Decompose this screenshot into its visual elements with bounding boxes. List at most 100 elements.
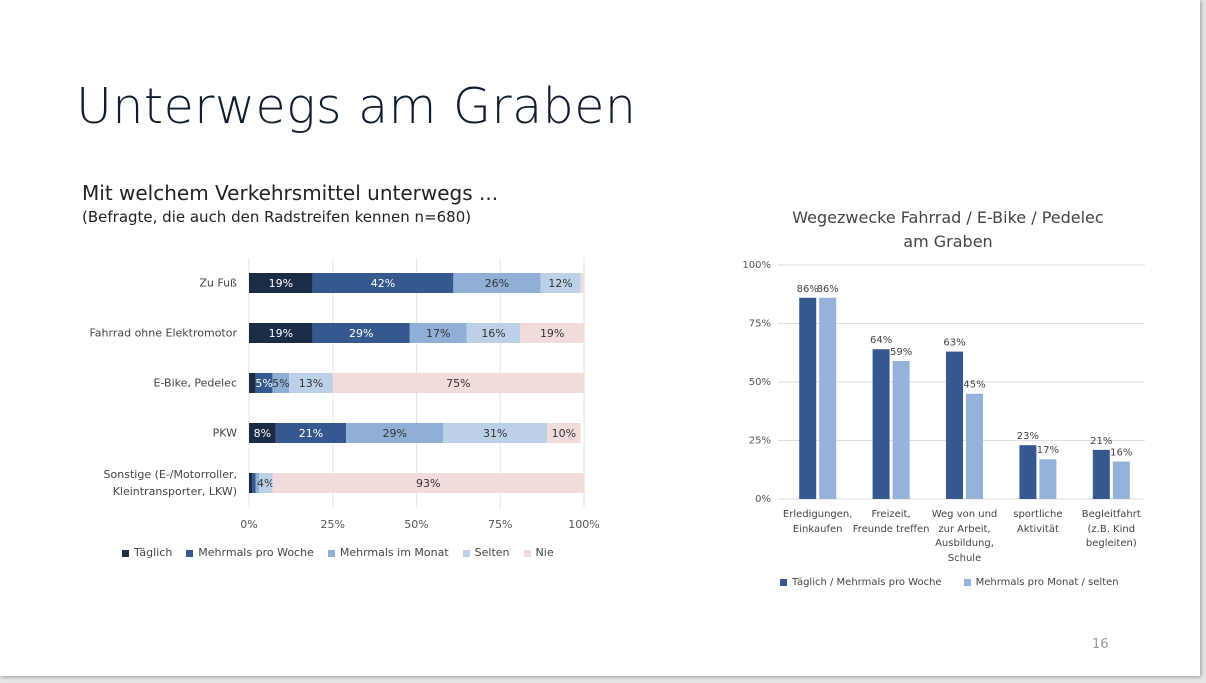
bar-segment	[252, 473, 256, 493]
bar-segment	[272, 373, 290, 393]
bar	[1039, 459, 1057, 499]
legend-label: Täglich	[134, 546, 173, 559]
data-label: 59%	[890, 347, 912, 358]
bar-segment	[249, 273, 313, 293]
x-tick-label: Begleitfahrt (z.B. Kind begleiten)	[1081, 509, 1141, 549]
legend-item: Mehrmals pro Woche	[186, 546, 314, 559]
data-label: 19%	[269, 277, 293, 290]
data-label: 21%	[299, 427, 323, 440]
legend-label: Täglich / Mehrmals pro Woche	[792, 577, 942, 588]
data-label: 93%	[416, 477, 440, 490]
legend-label: Mehrmals im Monat	[339, 546, 449, 559]
bar-segment	[520, 323, 584, 343]
data-label: 17%	[426, 327, 450, 340]
y-tick-label: 100%	[742, 260, 771, 271]
y-tick-label: E-Bike, Pedelec	[153, 376, 238, 390]
bar	[1112, 461, 1130, 499]
bar-segment	[312, 273, 454, 293]
legend-label: Mehrmals pro Woche	[198, 546, 314, 559]
data-label: 42%	[371, 277, 395, 290]
legend-swatch	[462, 549, 470, 557]
slide-title: Unterwegs am Graben	[76, 78, 637, 135]
y-tick-label: 0%	[755, 494, 771, 505]
data-label: 8%	[254, 427, 271, 440]
data-label: 13%	[299, 377, 323, 390]
y-tick-label: 75%	[749, 319, 771, 330]
data-label: 12%	[548, 277, 572, 290]
data-label: 16%	[1110, 448, 1132, 459]
x-tick-label: 0%	[240, 518, 257, 531]
bar-segment	[466, 323, 521, 343]
bar-segment	[547, 423, 581, 443]
legend-swatch	[780, 578, 787, 586]
y-tick-label: Zu Fuß	[199, 276, 237, 290]
bar	[946, 351, 963, 499]
chart-subtitle: (Befragte, die auch den Radstreifen kenn…	[82, 208, 472, 226]
legend: Täglich / Mehrmals pro Woche Mehrmals pro…	[780, 577, 1119, 588]
bar-segment	[255, 473, 260, 493]
bar-segment	[249, 323, 313, 343]
data-label: 75%	[446, 377, 470, 390]
bar	[872, 349, 890, 499]
x-tick-label: 75%	[488, 518, 512, 531]
bar	[1092, 449, 1110, 499]
legend-item: Mehrmals im Monat	[327, 546, 449, 559]
bar-segment	[249, 423, 276, 443]
bar-segment	[540, 273, 581, 293]
x-tick-label: sportliche Aktivität	[1013, 509, 1063, 535]
legend-item: Täglich / Mehrmals pro Woche	[780, 577, 942, 588]
bar-segment	[312, 323, 410, 343]
x-tick-label: 50%	[404, 518, 428, 531]
x-tick-label: 25%	[321, 518, 345, 531]
data-label: 29%	[349, 327, 373, 340]
legend-swatch	[523, 549, 531, 557]
bar-segment	[272, 473, 584, 493]
data-label: 4%	[257, 477, 274, 490]
chart-title: Wegezwecke Fahrrad / E-Bike / Pedelec am…	[792, 208, 1104, 251]
legend-swatch	[122, 549, 129, 557]
legend-label: Selten	[474, 546, 510, 559]
legend-swatch	[186, 549, 194, 557]
data-label: 16%	[481, 327, 505, 340]
bar-segment	[249, 473, 253, 493]
data-label: 86%	[817, 284, 839, 295]
y-tick-label: 25%	[749, 436, 771, 447]
x-tick-label: Erledigungen, Einkaufen	[782, 509, 853, 535]
bar-segment	[289, 373, 333, 393]
bar-segment	[275, 423, 347, 443]
y-tick-label: Fahrrad ohne Elektromotor	[89, 326, 237, 340]
bar	[1019, 445, 1037, 499]
bar-segment	[409, 323, 467, 343]
legend-swatch	[963, 578, 971, 586]
chart-title: Mit welchem Verkehrsmittel unterwegs ...	[82, 181, 499, 205]
bar	[819, 297, 837, 499]
y-tick-label: 50%	[749, 377, 771, 388]
legend-label: Nie	[535, 546, 554, 559]
legend: Täglich Mehrmals pro Woche Mehrmals im Mon…	[122, 546, 554, 559]
bar-segment	[346, 423, 444, 443]
data-label: 23%	[1017, 431, 1039, 442]
bar	[966, 393, 983, 499]
data-label: 63%	[943, 338, 965, 349]
x-tick-label: 100%	[568, 518, 599, 531]
legend-item: Mehrmals pro Monat / selten	[963, 577, 1119, 588]
legend-item: Täglich	[122, 546, 172, 559]
bar-segment	[453, 273, 541, 293]
data-label: 17%	[1037, 445, 1059, 456]
data-label: 5%	[272, 377, 289, 390]
data-label: 19%	[540, 327, 564, 340]
bar-segment	[580, 273, 584, 293]
data-label: 26%	[485, 277, 509, 290]
legend-item: Nie	[523, 546, 554, 559]
data-label: 45%	[963, 380, 985, 391]
page-number: 16	[1092, 637, 1109, 652]
bar-segment	[259, 473, 273, 493]
data-label: 5%	[255, 377, 272, 390]
x-tick-label: Freizeit, Freunde treffen	[852, 509, 930, 535]
legend-item: Selten	[462, 546, 510, 559]
data-label: 64%	[870, 335, 892, 346]
bar-segment	[332, 373, 584, 393]
